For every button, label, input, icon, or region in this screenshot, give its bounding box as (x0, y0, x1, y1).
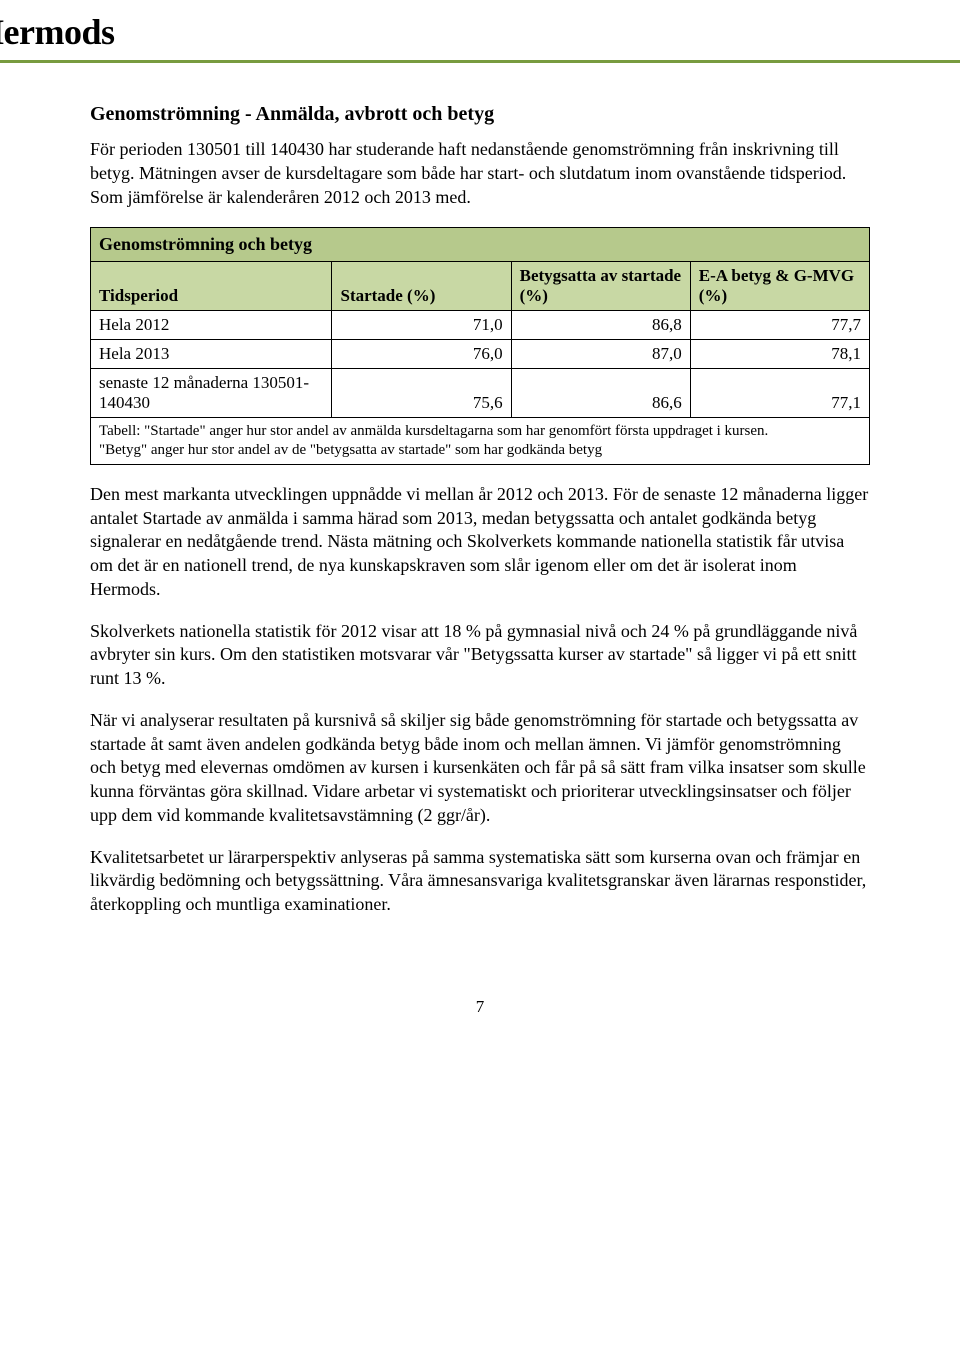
table-header-row: Tidsperiod Startade (%) Betygsatta av st… (91, 262, 870, 311)
logo-wordmark: Hermods (0, 11, 114, 53)
cell-period: senaste 12 månaderna 130501-140430 (91, 369, 332, 418)
section-heading: Genomströmning - Anmälda, avbrott och be… (90, 103, 870, 126)
body-paragraph: Kvalitetsarbetet ur lärarperspektiv anly… (90, 846, 870, 917)
throughput-table: Genomströmning och betyg Tidsperiod Star… (90, 227, 870, 465)
table-row: senaste 12 månaderna 130501-140430 75,6 … (91, 369, 870, 418)
cell-ea: 77,7 (690, 311, 869, 340)
col-header-ea: E-A betyg & G-MVG (%) (690, 262, 869, 311)
cell-ea: 78,1 (690, 340, 869, 369)
cell-period: Hela 2012 (91, 311, 332, 340)
col-header-startade: Startade (%) (332, 262, 511, 311)
table-title: Genomströmning och betyg (91, 228, 870, 262)
body-paragraph: Skolverkets nationella statistik för 201… (90, 620, 870, 691)
table-row: Hela 2012 71,0 86,8 77,7 (91, 311, 870, 340)
cell-startade: 71,0 (332, 311, 511, 340)
cell-startade: 76,0 (332, 340, 511, 369)
cell-betygsatta: 86,6 (511, 369, 690, 418)
cell-betygsatta: 86,8 (511, 311, 690, 340)
intro-paragraph: För perioden 130501 till 140430 har stud… (90, 138, 870, 209)
table-footnote-row: Tabell: "Startade" anger hur stor andel … (91, 418, 870, 465)
logo-bar: H Hermods (0, 0, 960, 63)
col-header-period: Tidsperiod (91, 262, 332, 311)
body-paragraph: Den mest markanta utvecklingen uppnådde … (90, 483, 870, 602)
page-content: Genomströmning - Anmälda, avbrott och be… (0, 103, 960, 1057)
table-row: Hela 2013 76,0 87,0 78,1 (91, 340, 870, 369)
body-paragraph: När vi analyserar resultaten på kursnivå… (90, 709, 870, 828)
cell-betygsatta: 87,0 (511, 340, 690, 369)
col-header-betygsatta: Betygsatta av startade (%) (511, 262, 690, 311)
cell-ea: 77,1 (690, 369, 869, 418)
cell-startade: 75,6 (332, 369, 511, 418)
page-number: 7 (90, 997, 870, 1017)
table-footnote: Tabell: "Startade" anger hur stor andel … (91, 418, 870, 465)
cell-period: Hela 2013 (91, 340, 332, 369)
table-title-row: Genomströmning och betyg (91, 228, 870, 262)
